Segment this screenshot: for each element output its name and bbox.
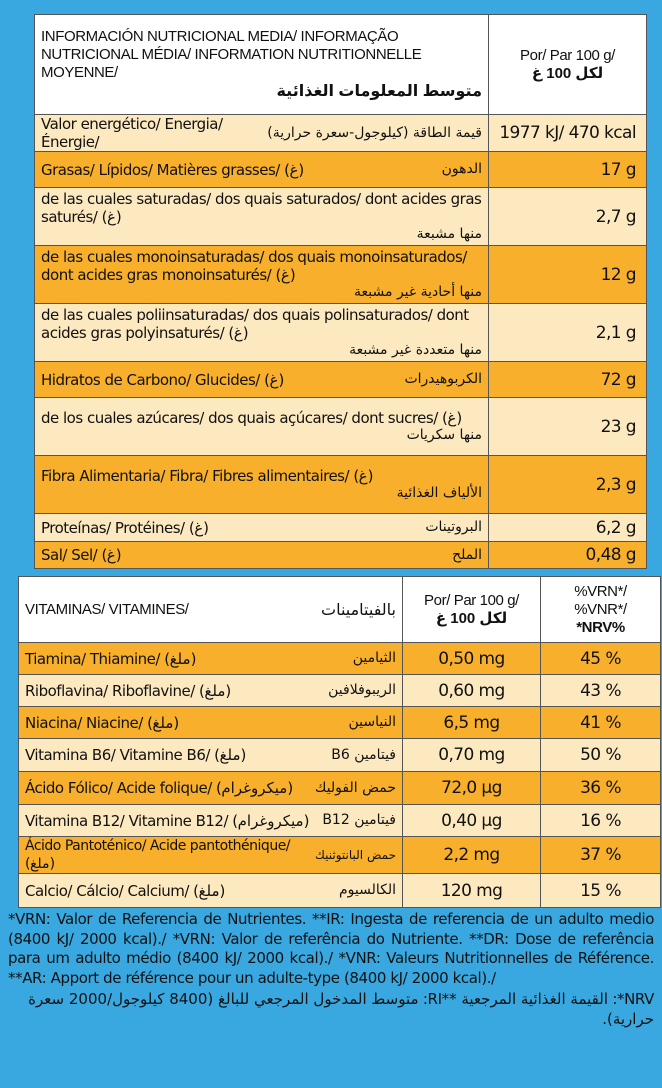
row-value: 6,5 mg xyxy=(402,706,541,739)
row-percent: 50 % xyxy=(540,738,661,772)
row-name: Vitamina B12/ Vitamine B12/ (ميكروغرام) xyxy=(25,811,309,830)
nutrition-row-sugars: de los cuales azúcares/ dos quais açúcar… xyxy=(34,397,647,456)
row-name: de las cuales poliinsaturadas/ dos quais… xyxy=(41,306,469,342)
row-name: Vitamina B6/ Vitamine B6/ (ملغ) xyxy=(25,746,246,764)
nutrition-row-salt: Sal/ Sel/ (غ) الملح 0,48 g xyxy=(34,541,647,569)
row-value: 23 g xyxy=(488,397,647,456)
row-name: de las cuales monoinsaturadas/ dos quais… xyxy=(41,248,467,284)
vitamin-row-b6: Vitamina B6/ Vitamine B6/ (ملغ) فيتامين B… xyxy=(18,738,661,772)
row-name: Calcio/ Cálcio/ Calcium/ (ملغ) xyxy=(25,881,225,900)
nutrition-row-fibre: Fibra Alimentaria/ Fibra/ Fibres aliment… xyxy=(34,455,647,514)
row-percent: 43 % xyxy=(540,674,661,707)
row-value: 12 g xyxy=(488,245,647,304)
vitamin-row-calcium: Calcio/ Cálcio/ Calcium/ (ملغ) الكالسيوم … xyxy=(18,873,661,908)
vrn-label: %VRN*/ %VNR*/ xyxy=(574,582,627,618)
row-value: 0,50 mg xyxy=(402,642,541,675)
row-name-ar: منها سكريات xyxy=(406,427,482,443)
row-name-ar: حمض البانتوثنيك xyxy=(315,847,396,862)
per-100g-label-ar: لكل 100 غ xyxy=(531,64,604,82)
row-value: 0,70 mg xyxy=(402,738,541,772)
nutrition-row-carbs: Hidratos de Carbono/ Glucides/ (غ) الكربو… xyxy=(34,361,647,398)
per-100g-label: Por/ Par 100 g/ xyxy=(520,46,615,64)
nutrition-header-row: INFORMACIÓN NUTRICIONAL MEDIA/ INFORMAÇÃ… xyxy=(34,14,647,115)
row-name-ar: الألياف الغذائية xyxy=(396,485,482,501)
vitamins-title: VITAMINAS/ VITAMINES/ xyxy=(25,601,189,618)
row-value: 1977 kJ/ 470 kcal xyxy=(488,114,647,152)
nutrition-row-protein: Proteínas/ Protéines/ (غ) البروتينات 6,2 … xyxy=(34,513,647,542)
row-name: Sal/ Sel/ (غ) xyxy=(41,546,122,564)
nutrition-title-ar: متوسط المعلومات الغذائية xyxy=(276,82,482,100)
row-name-ar: الملح xyxy=(452,546,482,563)
row-name-ar: منها مشبعة xyxy=(416,226,482,242)
row-name-ar: فيتامين B12 xyxy=(322,812,396,828)
footnote: *VRN: Valor de Referencia de Nutrientes.… xyxy=(8,910,654,1029)
row-name: Hidratos de Carbono/ Glucides/ (غ) xyxy=(41,370,284,389)
nutrition-table: INFORMACIÓN NUTRICIONAL MEDIA/ INFORMAÇÃ… xyxy=(34,14,647,569)
per-100g-label-ar: لكل 100 غ xyxy=(435,609,508,627)
row-name-ar: البروتينات xyxy=(425,519,482,535)
row-name-ar: فيتامين B6 xyxy=(331,746,396,763)
row-name-ar: الريبوفلافين xyxy=(328,682,396,698)
vitamin-row-pantothenic: Ácido Pantoténico/ Acide pantothénique/ … xyxy=(18,836,661,874)
row-name: Tiamina/ Thiamine/ (ملغ) xyxy=(25,649,196,668)
row-value: 0,40 µg xyxy=(402,804,541,837)
nrv-label: *NRV% xyxy=(576,618,625,636)
row-name-ar: منها أحادية غير مشبعة xyxy=(354,284,482,300)
row-name-ar: الكربوهيدرات xyxy=(404,371,482,387)
row-name: Ácido Fólico/ Acide folique/ (ميكروغرام) xyxy=(25,779,293,797)
row-value: 0,60 mg xyxy=(402,674,541,707)
row-name: Ácido Pantoténico/ Acide pantothénique/ … xyxy=(25,838,291,872)
per-100g-label: Por/ Par 100 g/ xyxy=(424,591,519,609)
row-name: Fibra Alimentaria/ Fibra/ Fibres aliment… xyxy=(41,467,373,485)
nutrition-row-mono: de las cuales monoinsaturadas/ dos quais… xyxy=(34,245,647,304)
row-value: 6,2 g xyxy=(488,513,647,542)
row-value: 2,1 g xyxy=(488,303,647,362)
row-percent: 45 % xyxy=(540,642,661,675)
nutrition-row-energy: Valor energético/ Energia/ Énergie/قيمة … xyxy=(34,114,647,152)
nutrition-row-poly: de las cuales poliinsaturadas/ dos quais… xyxy=(34,303,647,362)
row-name-ar: قيمة الطاقة (كيلوجول-سعرة حرارية) xyxy=(267,124,482,141)
row-value: 120 mg xyxy=(402,873,541,908)
row-name: Niacina/ Niacine/ (ملغ) xyxy=(25,713,179,732)
row-name-ar: حمض الفوليك xyxy=(314,779,396,796)
row-name-ar: الدهون xyxy=(441,161,482,177)
row-percent: 15 % xyxy=(540,873,661,908)
vitamins-title-ar: بالفيتامينات xyxy=(321,601,396,619)
row-name-ar: النياسين xyxy=(348,714,396,730)
footnote-text: *VRN: Valor de Referencia de Nutrientes.… xyxy=(8,910,654,987)
row-value: 72 g xyxy=(488,361,647,398)
row-name: Riboflavina/ Riboflavine/ (ملغ) xyxy=(25,681,231,700)
row-value: 2,7 g xyxy=(488,187,647,246)
row-value: 72,0 µg xyxy=(402,771,541,805)
row-percent: 16 % xyxy=(540,804,661,837)
row-percent: 41 % xyxy=(540,706,661,739)
row-name-ar: الكالسيوم xyxy=(338,882,396,898)
row-name: Proteínas/ Protéines/ (غ) xyxy=(41,518,209,537)
row-percent: 36 % xyxy=(540,771,661,805)
nutrition-row-fat: Grasas/ Lípidos/ Matières grasses/ (غ) ال… xyxy=(34,151,647,188)
row-name: de los cuales azúcares/ dos quais açúcar… xyxy=(41,409,462,427)
footnote-text-ar: NRV*: القيمة الغذائية المرجعية **RI: متو… xyxy=(28,990,654,1028)
vitamin-row-riboflavin: Riboflavina/ Riboflavine/ (ملغ) الريبوفلا… xyxy=(18,674,661,707)
vitamin-row-thiamine: Tiamina/ Thiamine/ (ملغ) الثيامين 0,50 mg… xyxy=(18,642,661,675)
row-name: Valor energético/ Energia/ Énergie/ xyxy=(41,115,223,151)
row-value: 17 g xyxy=(488,151,647,188)
vitamin-row-b12: Vitamina B12/ Vitamine B12/ (ميكروغرام) ف… xyxy=(18,804,661,837)
row-name: de las cuales saturadas/ dos quais satur… xyxy=(41,190,482,226)
row-name: Grasas/ Lípidos/ Matières grasses/ (غ) xyxy=(41,160,304,179)
vitamins-header-row: VITAMINAS/ VITAMINES/ بالفيتامينات Por/ … xyxy=(18,576,661,643)
vitamins-table: VITAMINAS/ VITAMINES/ بالفيتامينات Por/ … xyxy=(18,576,661,908)
vitamin-row-folic-acid: Ácido Fólico/ Acide folique/ (ميكروغرام)… xyxy=(18,771,661,805)
row-name-ar: منها متعددة غير مشبعة xyxy=(349,342,482,358)
nutrition-title: INFORMACIÓN NUTRICIONAL MEDIA/ INFORMAÇÃ… xyxy=(41,27,422,81)
row-value: 2,3 g xyxy=(488,455,647,514)
row-percent: 37 % xyxy=(540,836,661,874)
row-value: 0,48 g xyxy=(488,541,647,569)
row-value: 2,2 mg xyxy=(402,836,541,874)
vitamin-row-niacin: Niacina/ Niacine/ (ملغ) النياسين 6,5 mg 4… xyxy=(18,706,661,739)
nutrition-row-saturated: de las cuales saturadas/ dos quais satur… xyxy=(34,187,647,246)
row-name-ar: الثيامين xyxy=(352,650,396,666)
